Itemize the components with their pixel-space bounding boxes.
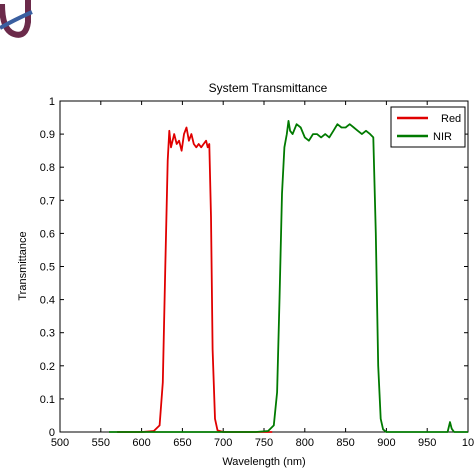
x-tick-label: 600 (132, 437, 150, 449)
y-tick-label: 0.7 (40, 195, 55, 207)
x-axis: 500 550 600 650 700 750 800 850 900 950 10 (51, 101, 474, 449)
y-tick-label: 0.3 (40, 328, 55, 340)
legend-label-red: Red (441, 113, 461, 125)
y-axis-label: Transmittance (17, 231, 29, 300)
y-tick-label: 0.4 (40, 295, 55, 307)
plot-area (59, 100, 469, 433)
x-axis-label: Wavelength (nm) (222, 456, 305, 468)
y-tick-label: 1 (49, 96, 55, 108)
y-tick-label: 0 (49, 427, 55, 439)
x-tick-label: 550 (92, 437, 110, 449)
logo-mark (0, 0, 40, 46)
series-lines (109, 120, 468, 433)
legend-box (390, 106, 466, 148)
x-tick-label: 700 (214, 437, 232, 449)
y-tick-label: 0.1 (40, 394, 55, 406)
legend-label-nir: NIR (433, 131, 452, 143)
legend: Red NIR (390, 106, 466, 148)
x-tick-label: 650 (173, 437, 191, 449)
series-line-red (117, 126, 273, 433)
y-tick-label: 0.9 (40, 129, 55, 141)
y-axis: 0 0.1 0.2 0.3 0.4 0.5 0.6 0.7 0.8 0.9 1 (40, 96, 468, 439)
series-line-nir (109, 120, 468, 433)
x-tick-label: 850 (336, 437, 354, 449)
x-tick-label: 500 (51, 437, 69, 449)
y-tick-label: 0.2 (40, 361, 55, 373)
chart-title: System Transmittance (209, 81, 328, 95)
x-tick-label: 900 (377, 437, 395, 449)
x-tick-label: 750 (255, 437, 273, 449)
x-tick-label: 950 (418, 437, 436, 449)
y-tick-label: 0.6 (40, 228, 55, 240)
y-tick-label: 0.8 (40, 162, 55, 174)
x-tick-label: 10 (462, 437, 474, 449)
y-tick-label: 0.5 (40, 262, 55, 274)
x-tick-label: 800 (296, 437, 314, 449)
